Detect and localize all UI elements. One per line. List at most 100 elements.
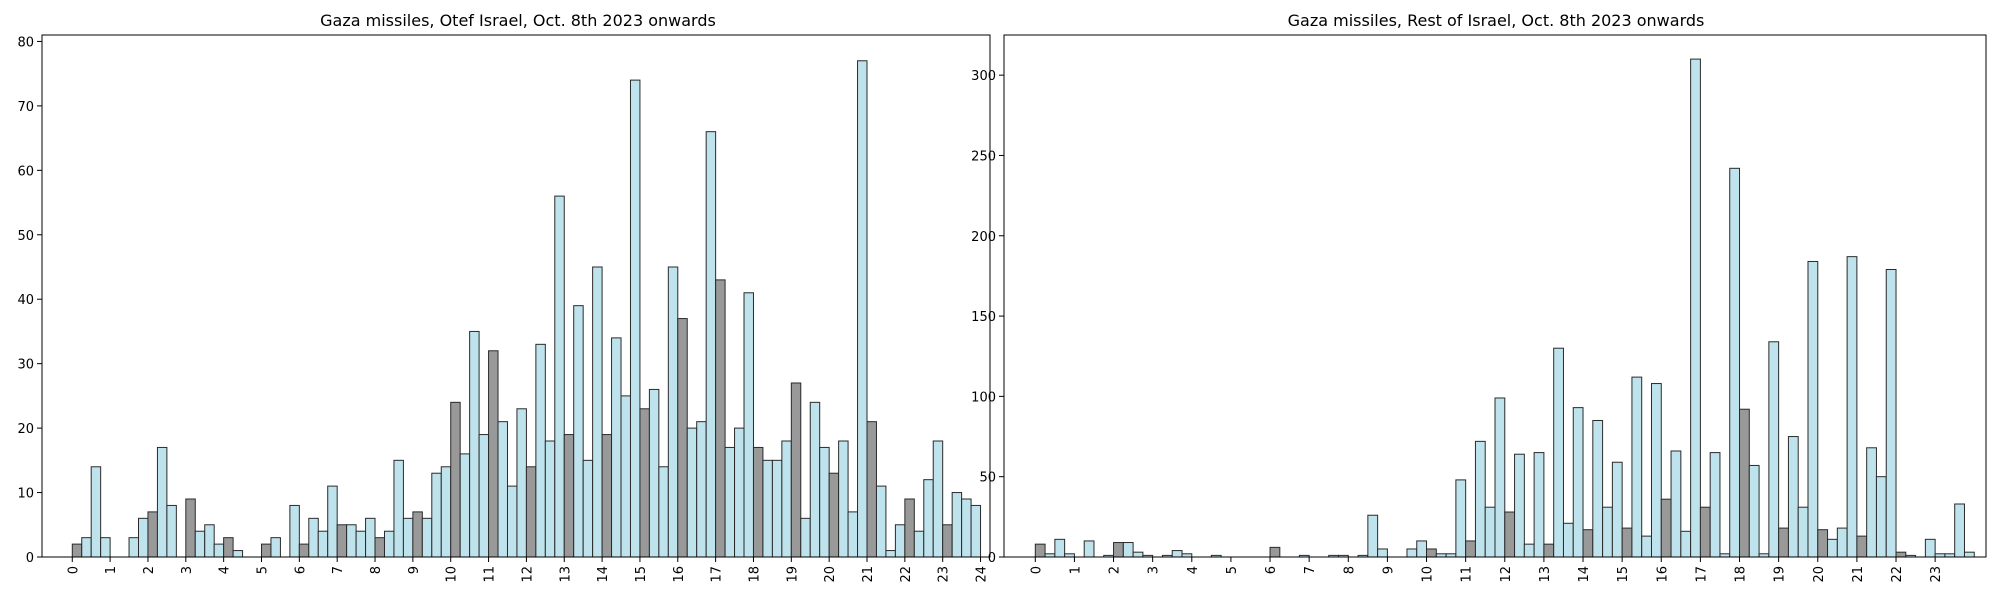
left-bar: [365, 517, 376, 558]
left-x-tick-label: 13: [558, 566, 573, 583]
left-bar: [667, 266, 679, 558]
right-bar: [1484, 506, 1496, 558]
left-bar: [336, 524, 348, 558]
right-bar: [1768, 341, 1780, 558]
left-bar: [156, 446, 168, 558]
right-bar: [1954, 503, 1965, 558]
left-y-tick-label: 80: [17, 35, 34, 50]
right-bar: [1670, 450, 1682, 558]
left-bar: [431, 472, 442, 558]
right-bar: [1778, 527, 1789, 558]
left-bar: [128, 537, 139, 558]
right-bar: [1699, 506, 1711, 558]
left-bar: [346, 524, 357, 558]
right-x-tick-label: 11: [1460, 566, 1475, 583]
left-x-tick-label: 1: [104, 566, 119, 574]
right-x-tick-label: 16: [1655, 566, 1670, 583]
right-bar: [1474, 440, 1486, 558]
left-bar: [138, 517, 149, 558]
right-bar: [1827, 538, 1838, 558]
left-x-tick-label: 2: [142, 566, 157, 574]
left-x-tick-label: 15: [634, 566, 649, 583]
left-y-tick-label: 0: [26, 551, 34, 566]
left-bar: [838, 440, 849, 558]
left-bar: [374, 537, 385, 558]
left-bar: [629, 79, 641, 558]
left-bar: [223, 537, 234, 558]
left-bar: [847, 511, 859, 558]
left-bar: [724, 446, 736, 558]
right-bar: [1846, 256, 1858, 558]
left-bar: [563, 434, 575, 558]
left-bar: [383, 530, 395, 558]
left-bar: [213, 543, 225, 558]
left-y-tick-label: 50: [17, 229, 34, 244]
left-bar: [535, 343, 546, 558]
right-bar: [1132, 551, 1144, 558]
left-bar: [790, 382, 802, 558]
right-x-tick-label: 14: [1577, 566, 1592, 583]
right-bar: [1709, 452, 1721, 558]
right-bar: [1875, 476, 1887, 558]
right-bar: [1690, 58, 1701, 558]
left-x-tick-label: 21: [861, 566, 876, 583]
right-bar: [1054, 538, 1066, 558]
right-bar: [1504, 511, 1516, 558]
right-bar: [1895, 551, 1907, 558]
right-x-tick-label: 1: [1068, 566, 1083, 574]
left-bar: [970, 504, 982, 558]
left-bar: [185, 498, 196, 558]
right-bar: [1562, 522, 1574, 558]
right-bar: [1533, 452, 1545, 558]
right-x-tick-label: 0: [1029, 566, 1044, 574]
left-bar: [506, 485, 518, 558]
left-bar: [412, 511, 423, 558]
left-bar: [204, 524, 215, 558]
right-y-tick-label: 50: [979, 471, 996, 486]
right-bar: [1113, 542, 1124, 558]
right-bar: [1367, 514, 1379, 558]
right-x-tick-label: 2: [1108, 566, 1123, 574]
right-bar: [1543, 543, 1555, 558]
left-x-tick-label: 0: [66, 566, 81, 574]
left-bar: [705, 131, 717, 558]
right-plot-frame: [1003, 34, 1987, 558]
right-bar: [1963, 551, 1975, 558]
right-y-tick-label: 0: [988, 551, 996, 566]
left-bar: [866, 421, 877, 558]
left-y-tick-label: 10: [17, 487, 34, 502]
left-bar: [261, 543, 272, 558]
left-x-tick-label: 8: [369, 566, 384, 574]
right-x-tick-label: 6: [1264, 566, 1279, 574]
left-bar: [525, 466, 537, 558]
left-bar: [894, 524, 906, 558]
left-bar: [696, 421, 707, 558]
right-bar: [1856, 535, 1868, 558]
left-bar: [819, 446, 830, 558]
left-bar: [298, 543, 310, 558]
left-x-tick-label: 7: [331, 566, 346, 574]
left-bar: [270, 537, 281, 558]
left-bar: [308, 517, 319, 558]
right-bar: [1122, 542, 1134, 558]
left-bar: [752, 446, 764, 558]
left-bar: [327, 485, 338, 558]
left-bar: [71, 543, 83, 558]
left-bar: [450, 401, 461, 558]
right-bar: [1817, 529, 1829, 558]
right-x-tick-label: 23: [1929, 566, 1944, 583]
left-x-tick-label: 17: [710, 566, 725, 583]
right-x-tick-label: 8: [1342, 566, 1357, 574]
left-plot-frame: [41, 34, 991, 558]
right-x-tick-label: 12: [1499, 566, 1514, 583]
left-bar: [828, 472, 840, 558]
right-bar: [1836, 527, 1848, 558]
left-bar: [611, 337, 622, 558]
left-x-tick-label: 18: [747, 566, 762, 583]
left-bar: [620, 395, 631, 558]
right-y-tick-label: 200: [971, 230, 996, 245]
left-bar: [743, 292, 754, 558]
left-x-tick-label: 10: [445, 566, 460, 583]
right-x-tick-label: 20: [1812, 566, 1827, 583]
